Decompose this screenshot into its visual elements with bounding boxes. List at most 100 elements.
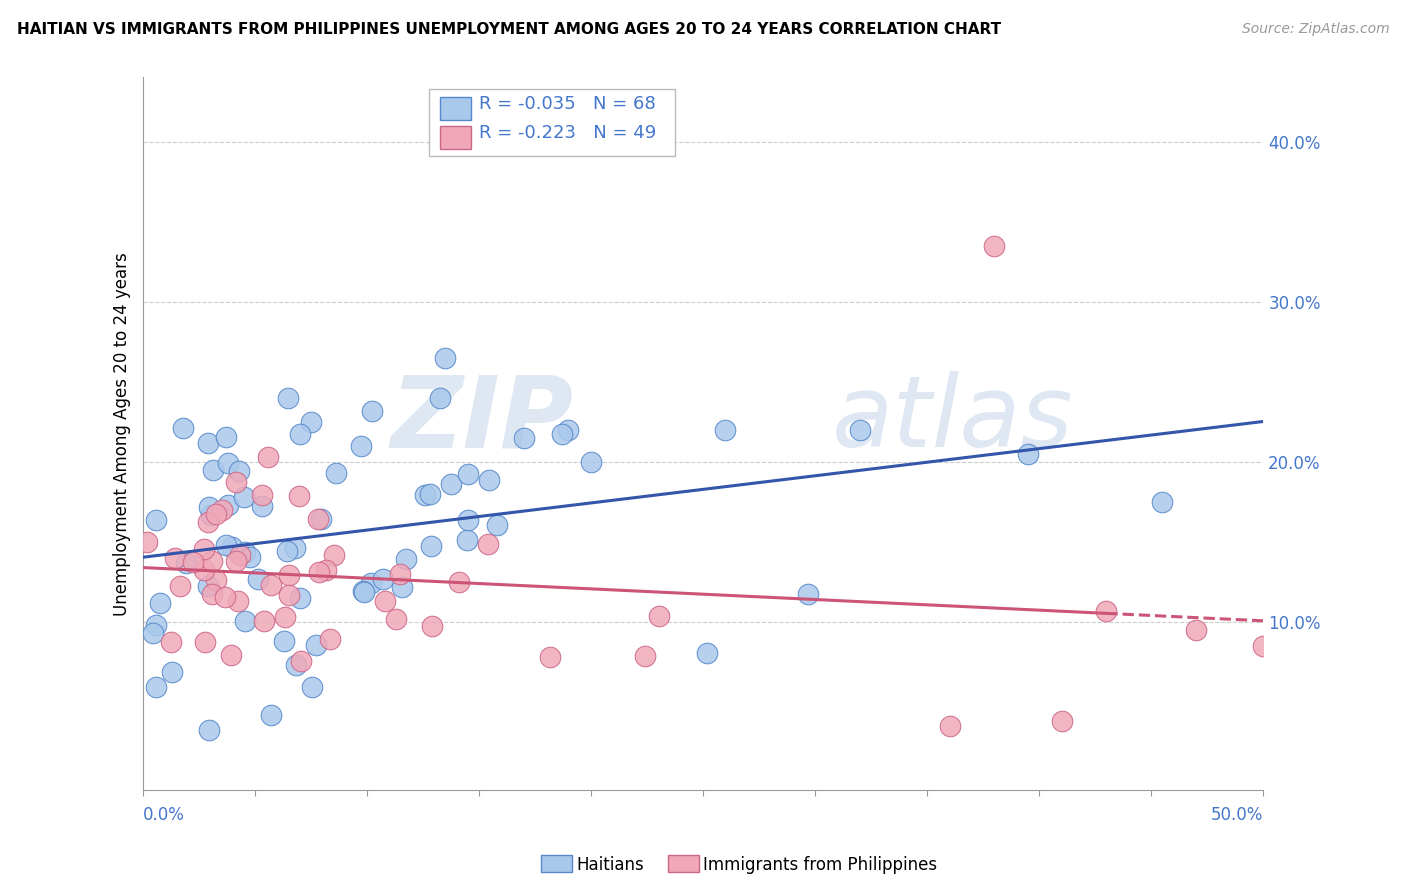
Point bbox=[225, 475, 247, 489]
Point bbox=[485, 517, 508, 532]
Point bbox=[1253, 639, 1275, 653]
Point bbox=[239, 550, 262, 565]
Point bbox=[350, 438, 373, 452]
Point bbox=[201, 554, 224, 568]
Point bbox=[308, 565, 330, 579]
Point bbox=[219, 648, 242, 663]
Point bbox=[250, 499, 273, 513]
Point bbox=[194, 634, 217, 648]
Point bbox=[477, 537, 499, 551]
Point bbox=[322, 548, 344, 562]
Point bbox=[1017, 447, 1039, 461]
Point bbox=[229, 548, 252, 562]
Point bbox=[256, 450, 278, 465]
Point bbox=[162, 665, 184, 680]
Point bbox=[201, 587, 224, 601]
Point bbox=[434, 351, 457, 365]
Point bbox=[260, 708, 283, 723]
Point bbox=[233, 615, 256, 629]
Point bbox=[938, 719, 960, 733]
Point bbox=[849, 423, 872, 437]
Point bbox=[145, 618, 167, 632]
Point bbox=[277, 568, 299, 582]
Point bbox=[174, 556, 197, 570]
Point bbox=[214, 590, 236, 604]
Point bbox=[440, 477, 463, 491]
Point bbox=[315, 563, 337, 577]
Point bbox=[634, 649, 657, 664]
Point bbox=[233, 545, 256, 559]
Point bbox=[1050, 714, 1073, 729]
Point bbox=[419, 539, 441, 553]
Point bbox=[246, 573, 269, 587]
Point bbox=[142, 626, 165, 640]
Point bbox=[149, 596, 172, 610]
Point bbox=[413, 488, 436, 502]
Text: Immigrants from Philippines: Immigrants from Philippines bbox=[703, 856, 938, 874]
Point bbox=[250, 488, 273, 502]
Text: R = -0.223   N = 49: R = -0.223 N = 49 bbox=[479, 124, 657, 142]
Point bbox=[696, 646, 718, 660]
Point bbox=[226, 594, 249, 608]
Point bbox=[163, 551, 186, 566]
Point bbox=[277, 589, 299, 603]
Point bbox=[253, 614, 276, 628]
Point bbox=[307, 511, 329, 525]
Point bbox=[1185, 623, 1208, 637]
Point bbox=[205, 507, 228, 521]
Point bbox=[215, 538, 238, 552]
Point bbox=[197, 515, 219, 529]
Point bbox=[456, 533, 478, 548]
Text: Haitians: Haitians bbox=[576, 856, 644, 874]
Point bbox=[457, 467, 479, 482]
Point bbox=[284, 541, 307, 555]
Point bbox=[512, 431, 534, 445]
Point bbox=[385, 612, 408, 626]
Point bbox=[217, 456, 239, 470]
Point bbox=[420, 618, 443, 632]
Text: R = -0.035   N = 68: R = -0.035 N = 68 bbox=[479, 95, 657, 113]
Point bbox=[217, 498, 239, 512]
Point bbox=[352, 583, 374, 598]
Point bbox=[447, 575, 470, 590]
Point bbox=[288, 489, 311, 503]
Point bbox=[648, 608, 671, 623]
Point bbox=[215, 430, 238, 444]
Point bbox=[197, 500, 219, 515]
Point bbox=[225, 554, 247, 568]
Point bbox=[983, 238, 1005, 252]
Point bbox=[353, 585, 375, 599]
Point bbox=[228, 464, 250, 478]
Point bbox=[159, 635, 181, 649]
Text: 0.0%: 0.0% bbox=[142, 806, 184, 824]
Point bbox=[290, 654, 312, 668]
Point bbox=[579, 455, 602, 469]
Point bbox=[361, 403, 384, 417]
Point bbox=[797, 586, 820, 600]
Point bbox=[169, 579, 191, 593]
Point bbox=[276, 544, 298, 558]
Point bbox=[273, 634, 295, 648]
Point bbox=[557, 423, 579, 437]
Point bbox=[273, 610, 295, 624]
Text: HAITIAN VS IMMIGRANTS FROM PHILIPPINES UNEMPLOYMENT AMONG AGES 20 TO 24 YEARS CO: HAITIAN VS IMMIGRANTS FROM PHILIPPINES U… bbox=[17, 22, 1001, 37]
Point bbox=[172, 421, 194, 435]
Point bbox=[277, 391, 299, 405]
Point bbox=[301, 680, 323, 694]
Text: atlas: atlas bbox=[832, 371, 1073, 468]
Point bbox=[145, 514, 167, 528]
Point bbox=[1095, 604, 1118, 618]
Point bbox=[183, 555, 205, 569]
Text: Source: ZipAtlas.com: Source: ZipAtlas.com bbox=[1241, 22, 1389, 37]
Point bbox=[193, 563, 215, 577]
Point bbox=[309, 512, 332, 526]
Point bbox=[714, 423, 737, 437]
Point bbox=[202, 463, 225, 477]
Point bbox=[1152, 495, 1174, 509]
Point bbox=[429, 391, 451, 405]
Point bbox=[477, 473, 499, 487]
Point bbox=[371, 572, 394, 586]
Point bbox=[457, 513, 479, 527]
Point bbox=[395, 552, 418, 566]
Point bbox=[197, 435, 219, 450]
